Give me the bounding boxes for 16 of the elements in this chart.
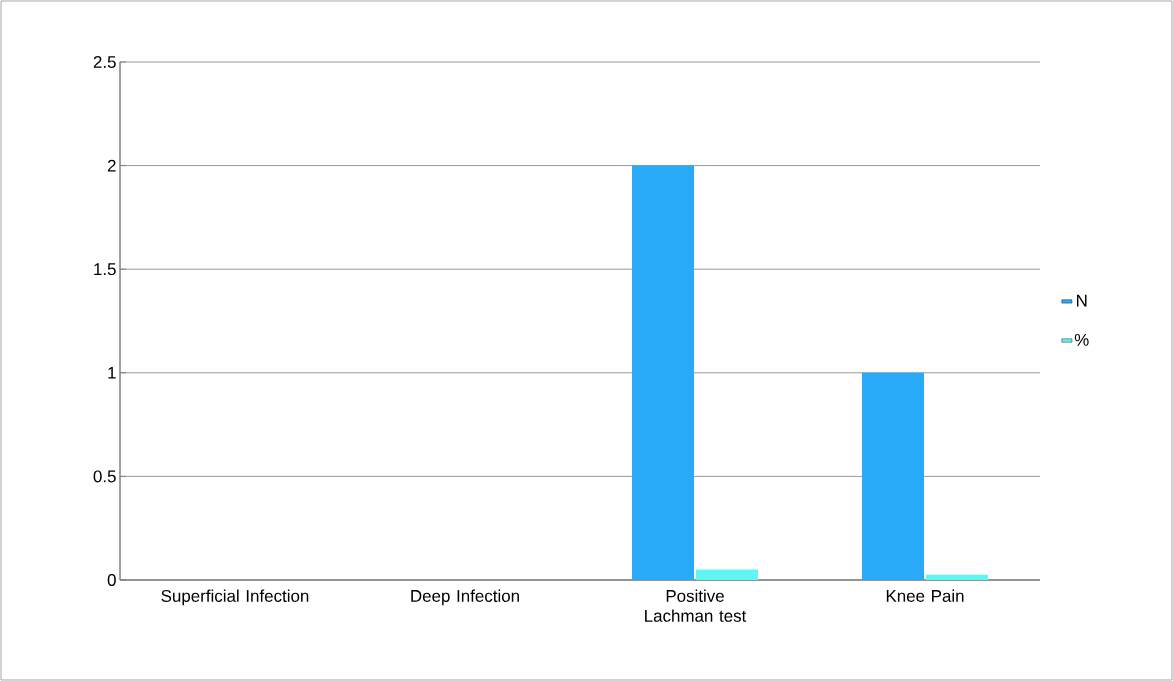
y-tick-label: 2 [107, 159, 116, 172]
x-tick-label: Superficial Infection [161, 589, 309, 606]
bar [862, 372, 925, 580]
bar [632, 165, 695, 580]
bar [696, 569, 759, 580]
y-tick-label: 0.5 [93, 470, 116, 483]
x-tick-label: Deep Infection [411, 589, 519, 606]
y-tick-label: 2.5 [93, 55, 116, 68]
x-tick-label: Positive Lachman test [645, 589, 747, 622]
x-tick-label: Knee Pain [886, 589, 964, 602]
legend-label: % [1074, 333, 1089, 346]
y-tick-label: 0 [107, 573, 116, 586]
legend-label: N [1077, 294, 1087, 307]
y-tick-label: 1 [108, 366, 116, 379]
y-tick-label: 1.5 [94, 263, 116, 276]
bar [926, 574, 989, 580]
